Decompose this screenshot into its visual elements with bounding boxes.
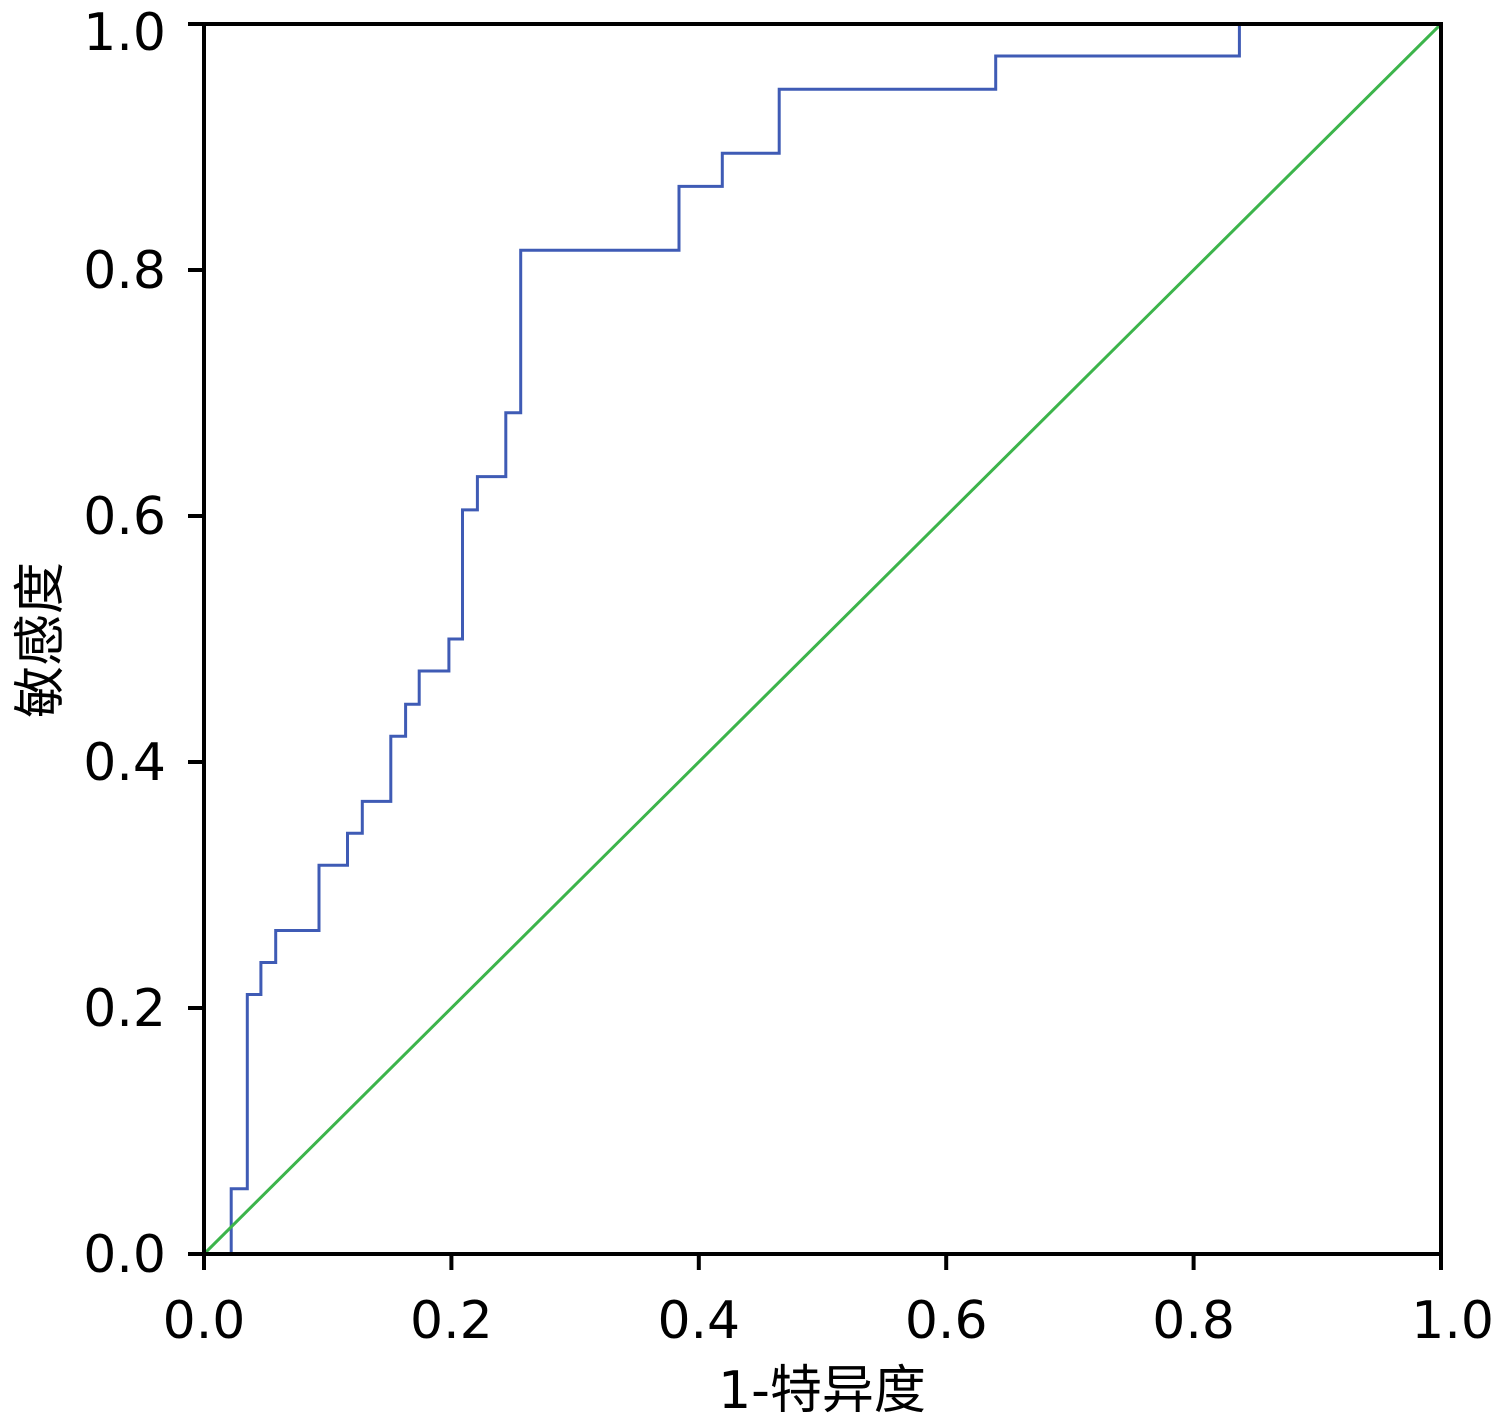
x-tick-label: 0.6 bbox=[905, 1291, 988, 1351]
reference-diagonal-line bbox=[202, 22, 1443, 1256]
y-tick-label: 0.8 bbox=[83, 241, 166, 301]
y-tick-label: 0.2 bbox=[83, 979, 166, 1039]
roc-curve-line bbox=[229, 22, 1441, 1254]
ticks-layer: 0.0 0.2 0.4 0.6 0.8 1.0 0.0 0.2 0.4 0.6 0.8 1.0 bbox=[83, 3, 1494, 1351]
plot-frame bbox=[202, 22, 1443, 1256]
y-tick-label: 0.0 bbox=[83, 1225, 166, 1285]
x-tick-label: 1.0 bbox=[1411, 1291, 1494, 1351]
y-axis-title: 敏感度 bbox=[11, 562, 71, 718]
y-tick-label: 0.6 bbox=[83, 487, 166, 547]
x-tick-label: 0.0 bbox=[163, 1291, 246, 1351]
x-tick-label: 0.2 bbox=[410, 1291, 493, 1351]
y-tick-label: 1.0 bbox=[83, 3, 166, 63]
x-axis-title: 1-特异度 bbox=[718, 1361, 926, 1421]
x-tick-label: 0.8 bbox=[1152, 1291, 1235, 1351]
series-layer bbox=[202, 22, 1443, 1256]
x-tick-label: 0.4 bbox=[657, 1291, 740, 1351]
y-tick-label: 0.4 bbox=[83, 733, 166, 793]
